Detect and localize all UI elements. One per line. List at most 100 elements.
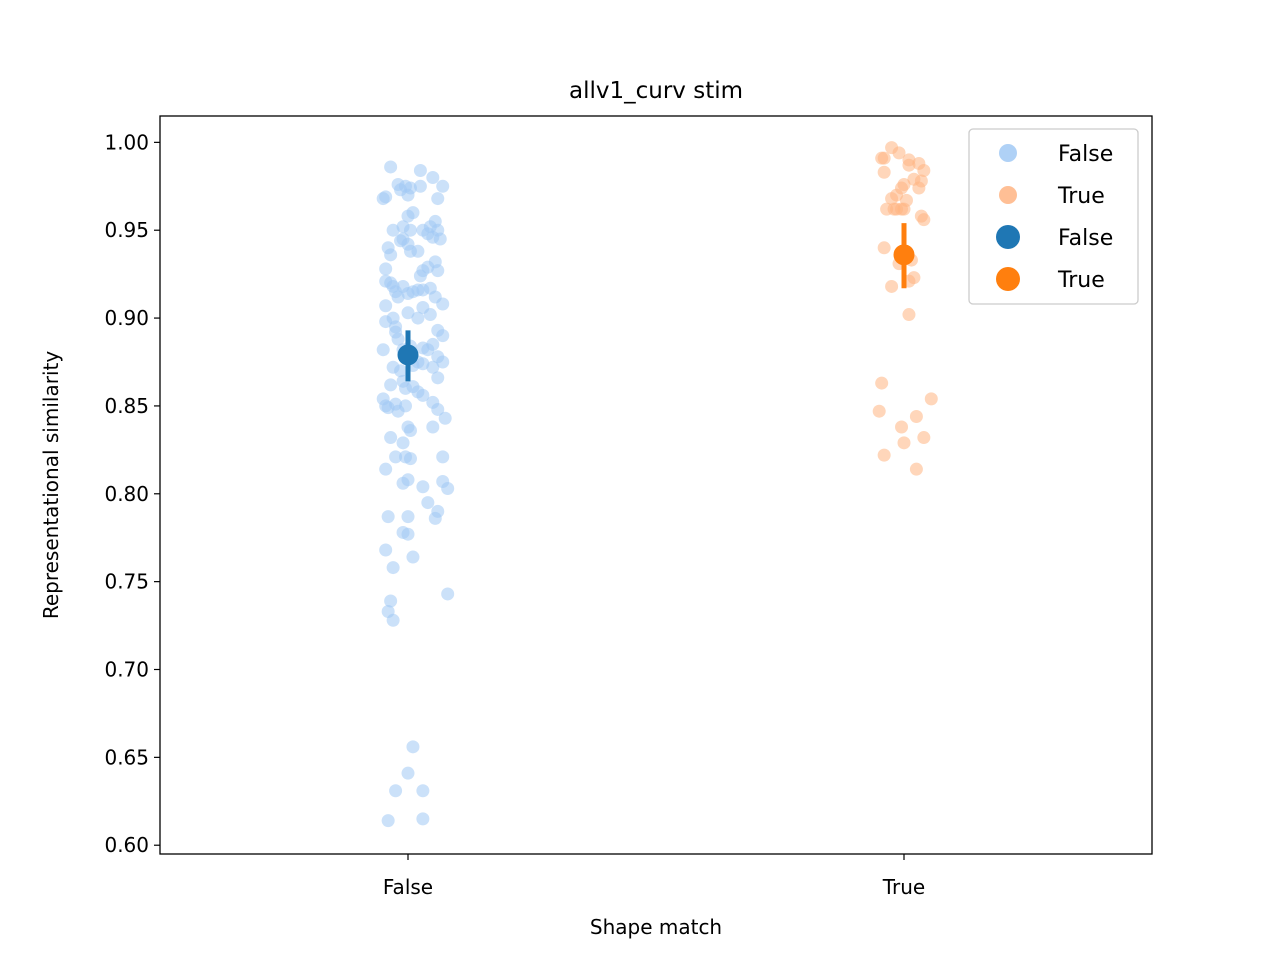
y-tick-label: 0.65 [104,745,149,769]
strip-point [401,766,415,780]
strip-point [431,371,445,385]
y-tick-label: 0.70 [104,658,149,682]
strip-point [924,392,938,406]
legend-label: True [1057,268,1105,293]
strip-point [917,163,931,177]
strip-point [426,420,440,434]
strip-point [416,357,430,371]
legend-label: True [1057,184,1105,209]
strip-point [431,264,445,278]
strip-point [433,232,447,246]
strip-point [892,146,906,160]
y-tick-label: 0.90 [104,306,149,330]
strip-point [394,364,408,378]
y-tick-label: 0.60 [104,833,149,857]
strip-point [428,511,442,525]
strip-point [401,473,415,487]
strip-points-layer [376,141,938,828]
strip-point [389,784,403,798]
strip-point [379,543,393,557]
strip-point [416,784,430,798]
mean-point [893,244,915,266]
legend-items: False True False True [996,142,1113,293]
strip-point [897,202,911,216]
strip-point [384,378,398,392]
strip-point [917,213,931,227]
strip-point [389,450,403,464]
strip-point [431,192,445,206]
strip-point [877,241,891,255]
strip-point [895,420,909,434]
y-tick-label: 1.00 [104,130,149,154]
strip-point [379,190,393,204]
strip-point [386,223,400,237]
strip-point [401,188,415,202]
strip-point [403,452,417,466]
strip-point [401,510,415,524]
x-axis: False True [383,854,925,899]
y-axis-label: Representational similarity [39,351,63,620]
strip-point [413,163,427,177]
strip-point [877,448,891,462]
legend-label: False [1058,142,1113,167]
strip-point [406,206,420,220]
strip-point [386,613,400,627]
strip-point [885,192,899,206]
strip-point [423,308,437,322]
strip-point [441,482,455,496]
strip-point [436,450,450,464]
strip-point [438,411,452,425]
legend-label: False [1058,226,1113,251]
strip-point [897,436,911,450]
strip-point [416,812,430,826]
chart-title: allv1_curv stim [569,78,743,104]
strip-point [376,343,390,357]
strip-point [379,299,393,313]
strip-point [902,158,916,172]
strip-point [902,308,916,322]
strip-point [912,181,926,195]
mean-point [397,344,419,366]
legend-marker [999,144,1017,162]
strip-point [421,496,435,510]
legend-marker [999,186,1017,204]
plot-frame [159,115,1153,855]
strip-point [436,355,450,369]
strip-point [379,262,393,276]
strip-point [401,527,415,541]
strip-point [381,814,395,828]
strip-point [406,550,420,564]
strip-point [379,462,393,476]
strip-point [406,740,420,754]
strip-point [872,404,886,418]
strip-point [877,165,891,179]
strip-point [416,388,430,402]
strip-point [426,171,440,184]
strip-point [411,311,425,325]
strip-point [436,297,450,311]
legend-marker [996,267,1020,291]
x-axis-label: Shape match [590,915,722,939]
legend-frame [968,128,1139,305]
strip-point [909,462,923,476]
strip-point [391,290,405,304]
strip-point [399,399,413,413]
strip-point [386,561,400,575]
strip-point [401,306,415,320]
y-tick-label: 0.95 [104,218,149,242]
strip-point [396,436,410,450]
strip-point [403,424,417,438]
point-estimate-layer [397,223,915,382]
strip-point [384,248,398,262]
strip-point [426,360,440,374]
strip-point [909,409,923,423]
strip-point [413,179,427,193]
strip-point [436,329,450,343]
strip-point [875,376,889,390]
strip-point [411,244,425,258]
y-axis: 0.60 0.65 0.70 0.75 0.80 0.85 0.90 0.95 1.00 [104,130,160,857]
y-tick-label: 0.85 [104,394,149,418]
strip-point [416,480,430,494]
x-tick-label: True [882,875,925,899]
strip-point [391,332,405,346]
